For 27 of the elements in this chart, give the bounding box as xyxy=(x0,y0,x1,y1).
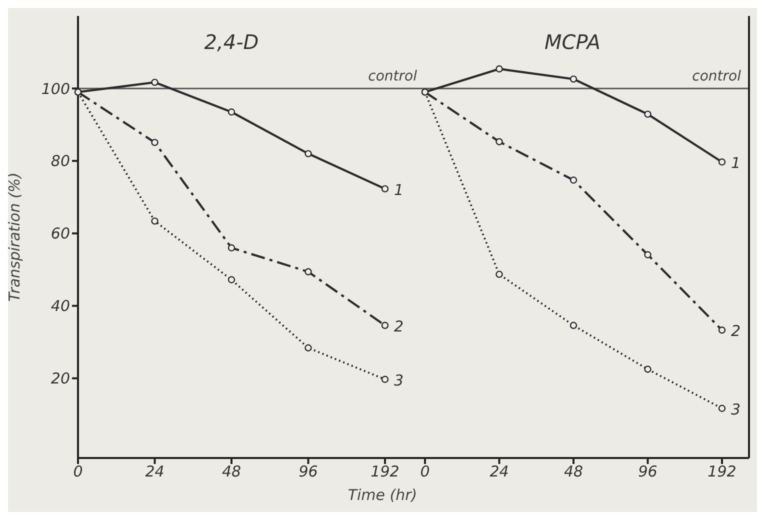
text: 2,4-D xyxy=(203,30,260,54)
x-tick-label: 192 xyxy=(708,462,736,481)
ref-line-label: control xyxy=(368,68,418,84)
series-label: 1 xyxy=(731,154,741,172)
y-tick-label: 60 xyxy=(50,224,70,243)
x-tick-label: 192 xyxy=(370,462,400,481)
x-tick-label: 48 xyxy=(222,462,242,481)
x-tick-label: 48 xyxy=(564,462,584,481)
x-tick-label: 24 xyxy=(490,462,509,481)
series-label: 2 xyxy=(394,317,404,336)
series-label: 2 xyxy=(731,322,741,340)
y-tick-label: 20 xyxy=(50,370,70,388)
x-axis-title: Time (hr) xyxy=(346,486,418,504)
text: MCPA xyxy=(544,30,602,54)
x-tick-label: 0 xyxy=(73,462,83,481)
series-label: 3 xyxy=(731,400,741,418)
y-axis-title: Transpiration (%) xyxy=(5,172,24,302)
x-tick-label: 0 xyxy=(420,462,430,481)
series-label: 1 xyxy=(394,180,404,199)
x-tick-label: 96 xyxy=(298,462,318,481)
y-tick-label: 100 xyxy=(41,80,70,98)
series-label: 3 xyxy=(394,371,404,390)
x-tick-label: 24 xyxy=(145,462,164,481)
y-tick-label: 40 xyxy=(50,297,70,316)
x-tick-label: 96 xyxy=(638,462,658,481)
ref-line-label: control xyxy=(692,68,742,84)
y-tick-label: 80 xyxy=(50,152,70,170)
